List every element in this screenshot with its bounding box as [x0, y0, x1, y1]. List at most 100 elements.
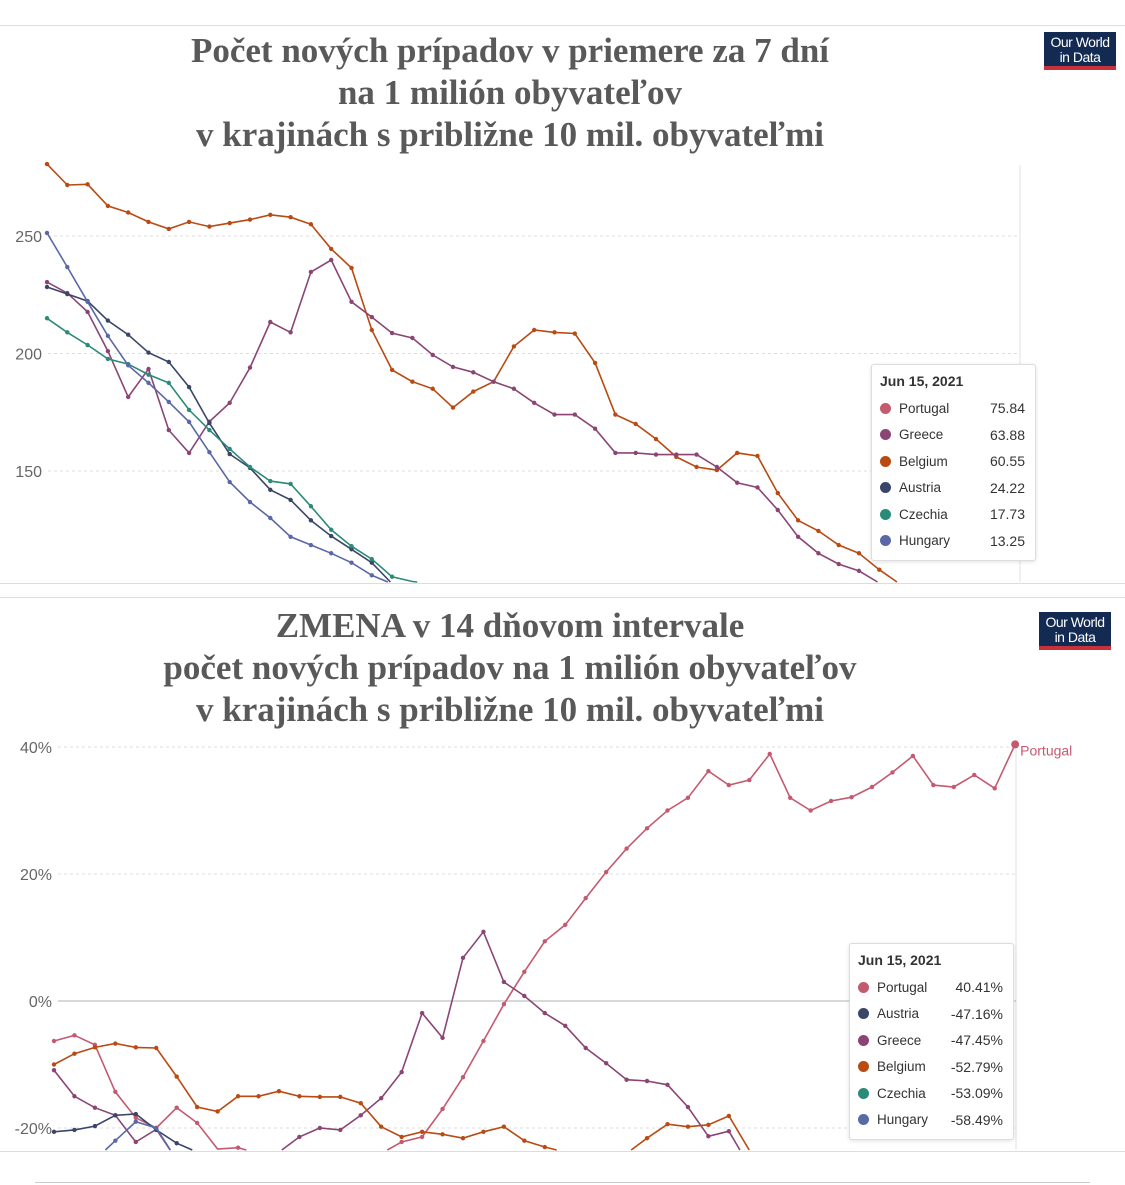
legend-dot-icon: [858, 981, 869, 993]
owid-logo[interactable]: Our World in Data: [1039, 612, 1111, 650]
data-point-austria: [308, 518, 314, 523]
legend-row[interactable]: Hungary 13.25: [880, 528, 1025, 555]
logo-text: Our World: [1050, 34, 1110, 50]
data-point-czechia: [44, 316, 50, 321]
legend-row[interactable]: Greece -47.45%: [858, 1027, 1003, 1054]
data-point-greece: [247, 365, 253, 370]
legend-row[interactable]: Hungary -58.49%: [858, 1107, 1003, 1134]
data-point-greece: [410, 335, 415, 341]
data-point-austria: [133, 1111, 138, 1117]
legend-row[interactable]: Czechia -53.09%: [858, 1080, 1003, 1107]
data-point-austria: [113, 1113, 118, 1118]
data-point-greece: [227, 400, 232, 406]
data-point-greece: [665, 1082, 670, 1088]
data-point-hungary: [247, 499, 253, 505]
data-point-portugal: [51, 1038, 57, 1044]
data-point-belgium: [308, 222, 314, 227]
data-point-hungary: [85, 299, 90, 304]
title-line: ZMENA v 14 dňovom intervale: [275, 606, 745, 645]
data-point-austria: [146, 350, 151, 355]
legend-dot-icon: [858, 1034, 869, 1046]
legend-row[interactable]: Belgium 60.55: [880, 448, 1025, 475]
data-point-greece: [338, 1127, 343, 1133]
data-point-austria: [349, 547, 354, 552]
legend-row[interactable]: Greece 63.88: [880, 422, 1025, 449]
data-point-portugal: [992, 786, 997, 791]
data-point-portugal: [910, 753, 916, 759]
data-point-hungary: [288, 534, 293, 539]
legend-row[interactable]: Portugal 40.41%: [858, 974, 1003, 1001]
data-point-belgium: [592, 360, 598, 366]
series-line-portugal: [386, 744, 1016, 1151]
data-point-greece: [379, 1095, 384, 1101]
panel-divider: [0, 25, 1125, 26]
data-point-belgium: [542, 1144, 547, 1150]
data-point-greece: [836, 561, 841, 567]
legend-row[interactable]: Austria 24.22: [880, 475, 1025, 502]
legend-row[interactable]: Czechia 17.73: [880, 501, 1025, 528]
legend-row[interactable]: Austria -47.16%: [858, 1001, 1003, 1028]
legend-country: Portugal: [877, 979, 928, 995]
data-point-belgium: [154, 1045, 159, 1051]
data-point-belgium: [775, 490, 780, 496]
data-point-austria: [288, 497, 293, 503]
data-point-portugal: [563, 922, 568, 927]
data-point-hungary: [126, 363, 131, 368]
data-point-greece: [358, 1113, 363, 1118]
data-point-belgium: [186, 219, 192, 225]
series-line-belgium: [630, 1114, 750, 1151]
panel-divider: [0, 583, 1125, 584]
owid-logo[interactable]: Our World in Data: [1044, 32, 1116, 70]
data-point-belgium: [389, 367, 395, 373]
data-point-greece: [674, 452, 679, 457]
data-point-greece: [329, 257, 334, 263]
legend-country: Greece: [899, 427, 944, 443]
data-point-portugal: [869, 784, 875, 790]
legend-row[interactable]: Portugal 75.84: [880, 395, 1025, 422]
data-point-belgium: [430, 386, 435, 391]
data-point-belgium: [105, 203, 111, 209]
data-point-portugal: [440, 1106, 445, 1112]
legend-country: Czechia: [899, 506, 948, 522]
data-point-portugal: [113, 1089, 118, 1095]
series-line-greece: [46, 258, 878, 583]
data-point-czechia: [65, 330, 70, 335]
legend-row[interactable]: Belgium -52.79%: [858, 1054, 1003, 1081]
data-point-greece: [288, 330, 293, 335]
data-point-austria: [65, 291, 70, 297]
data-point-belgium: [44, 161, 50, 167]
data-point-belgium: [126, 210, 131, 215]
data-point-belgium: [379, 1124, 384, 1129]
data-point-hungary: [65, 264, 70, 270]
legend-dot-icon: [880, 482, 891, 494]
data-point-belgium: [735, 450, 740, 456]
data-point-greece: [85, 309, 90, 315]
logo-text: in Data: [1059, 49, 1101, 65]
data-point-hungary: [113, 1138, 118, 1143]
title-line: Počet nových prípadov v priemere za 7 dn…: [190, 31, 830, 70]
data-point-austria: [51, 1129, 57, 1135]
data-point-greece: [583, 1045, 588, 1051]
data-point-czechia: [186, 407, 192, 413]
data-point-portugal: [747, 777, 752, 783]
data-point-austria: [92, 1123, 98, 1129]
data-point-belgium: [501, 1124, 507, 1129]
data-point-greece: [532, 400, 537, 406]
chart-bottom: 40% 20% 0% -20% Portugal: [15, 740, 1072, 1151]
legend-dot-icon: [880, 402, 891, 414]
data-point-belgium: [207, 224, 212, 229]
data-point-greece: [308, 269, 314, 275]
panel-divider: [0, 1151, 1125, 1152]
data-point-belgium: [532, 327, 537, 333]
data-point-greece: [317, 1125, 323, 1131]
data-point-czechia: [247, 464, 253, 470]
data-point-portugal: [194, 1120, 200, 1126]
data-point-portugal: [890, 770, 895, 775]
data-point-greece: [430, 352, 435, 358]
data-point-belgium: [72, 1051, 77, 1056]
y-tick-label: 200: [15, 347, 42, 364]
panel-divider: [35, 1182, 1090, 1183]
data-point-czechia: [166, 380, 171, 386]
data-point-belgium: [85, 182, 90, 187]
